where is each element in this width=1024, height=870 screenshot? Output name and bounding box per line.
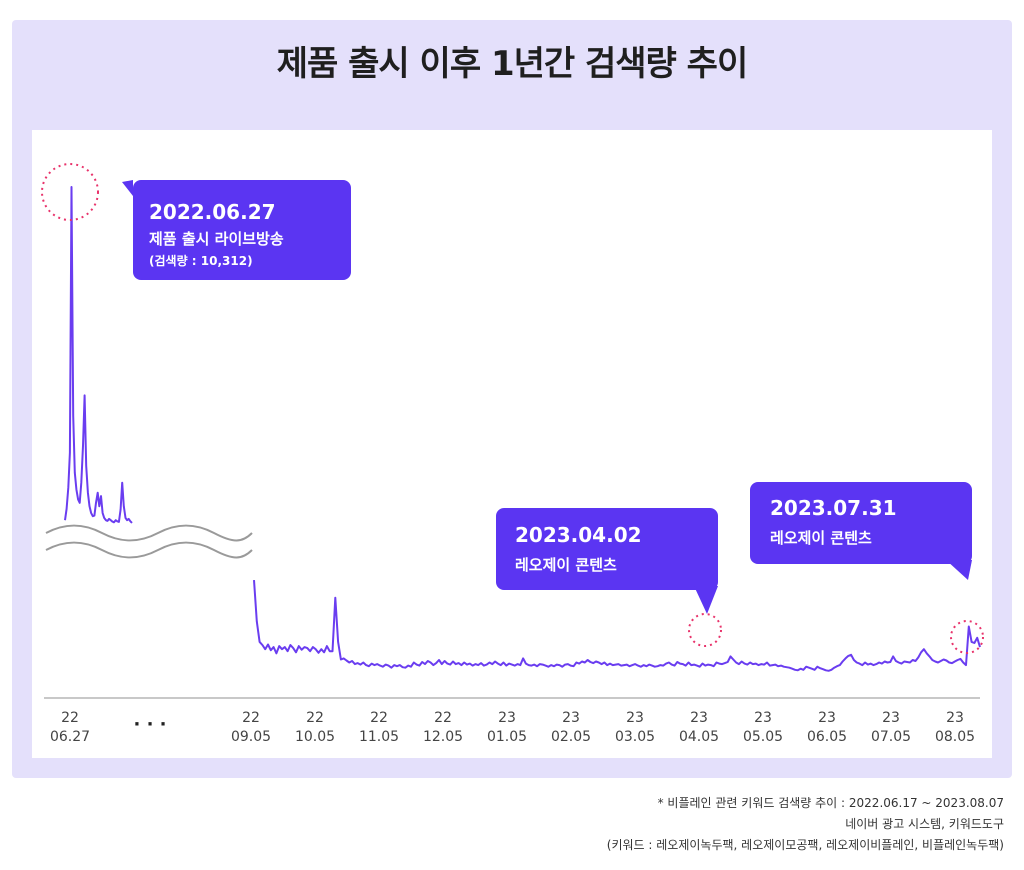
x-tick-year: 23 xyxy=(690,710,708,726)
x-tick-date: 06.27 xyxy=(50,729,90,745)
axis-break-wave-top xyxy=(45,524,253,542)
x-tick-date: 07.05 xyxy=(871,729,911,745)
x-tick-labels: 22 06.27 · · · 22 09.05 22 10.05 22 11.05 22 12.05… xyxy=(50,710,975,745)
x-tick-date: 08.05 xyxy=(935,729,975,745)
annotation-note: (검색량 : 10,312) xyxy=(149,253,253,268)
x-tick-date: 10.05 xyxy=(295,729,335,745)
x-tick-date: 01.05 xyxy=(487,729,527,745)
line-chart: 2022.06.27 제품 출시 라이브방송 (검색량 : 10,312) 20… xyxy=(41,163,984,745)
x-tick-year: 23 xyxy=(626,710,644,726)
annotation-label: 레오제이 콘텐츠 xyxy=(515,556,617,574)
x-tick-date: 11.05 xyxy=(359,729,399,745)
x-tick-year: 23 xyxy=(818,710,836,726)
chart-panel: 2022.06.27 제품 출시 라이브방송 (검색량 : 10,312) 20… xyxy=(32,130,992,758)
annotation-date: 2022.06.27 xyxy=(149,200,276,224)
x-tick-year: 23 xyxy=(754,710,772,726)
source-line-3: (키워드 : 레오제이녹두팩, 레오제이모공팩, 레오제이비플레인, 비플레인녹… xyxy=(606,838,1004,852)
x-tick-year: 23 xyxy=(946,710,964,726)
x-tick-year: 23 xyxy=(562,710,580,726)
annotation-label: 레오제이 콘텐츠 xyxy=(770,529,872,547)
x-tick-date: 05.05 xyxy=(743,729,783,745)
x-tick-date: 12.05 xyxy=(423,729,463,745)
source-line-1: * 비플레인 관련 키워드 검색량 추이 : 2022.06.17 ~ 2023… xyxy=(657,796,1004,810)
axis-break-wave-bottom xyxy=(45,541,253,559)
x-tick-year: 22 xyxy=(61,710,79,726)
annotation-label: 제품 출시 라이브방송 xyxy=(149,230,284,248)
x-tick-date: 04.05 xyxy=(679,729,719,745)
x-tick-year: 23 xyxy=(882,710,900,726)
source-note: * 비플레인 관련 키워드 검색량 추이 : 2022.06.17 ~ 2023… xyxy=(607,793,1004,856)
annotation-date: 2023.04.02 xyxy=(515,523,642,547)
x-tick-date: 09.05 xyxy=(231,729,271,745)
highlight-circle-april xyxy=(688,613,722,647)
x-tick-year: 22 xyxy=(370,710,388,726)
highlight-circle-launch xyxy=(41,163,99,221)
x-tick-date: 06.05 xyxy=(807,729,847,745)
annotation-bubble-july: 2023.07.31 레오제이 콘텐츠 xyxy=(750,482,972,580)
annotation-date: 2023.07.31 xyxy=(770,496,897,520)
x-tick-date: 03.05 xyxy=(615,729,655,745)
annotation-bubble-launch: 2022.06.27 제품 출시 라이브방송 (검색량 : 10,312) xyxy=(122,180,351,280)
series-line-main xyxy=(253,580,981,672)
x-tick-year: 23 xyxy=(498,710,516,726)
chart-title: 제품 출시 이후 1년간 검색량 추이 xyxy=(276,44,748,84)
x-axis-break-dots: · · · xyxy=(133,714,166,735)
x-tick-year: 22 xyxy=(242,710,260,726)
highlight-circle-july xyxy=(950,620,984,654)
series-line-launch xyxy=(64,186,133,524)
x-tick-year: 22 xyxy=(306,710,324,726)
x-tick-year: 22 xyxy=(434,710,452,726)
source-line-2: 네이버 광고 시스템, 키워드도구 xyxy=(845,817,1004,831)
x-tick-date: 02.05 xyxy=(551,729,591,745)
annotation-bubble-april: 2023.04.02 레오제이 콘텐츠 xyxy=(496,508,718,614)
